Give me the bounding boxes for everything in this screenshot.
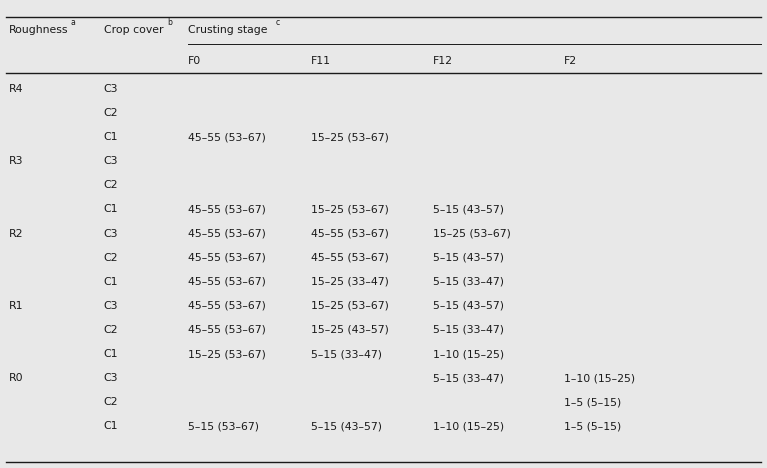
- Text: C1: C1: [104, 349, 118, 359]
- Text: 15–25 (43–57): 15–25 (43–57): [311, 325, 389, 335]
- Text: 5–15 (43–57): 5–15 (43–57): [433, 253, 505, 263]
- Text: 5–15 (33–47): 5–15 (33–47): [311, 349, 382, 359]
- Text: C3: C3: [104, 84, 118, 94]
- Text: a: a: [71, 18, 75, 28]
- Text: 5–15 (33–47): 5–15 (33–47): [433, 325, 505, 335]
- Text: R1: R1: [9, 301, 24, 311]
- Text: 15–25 (53–67): 15–25 (53–67): [433, 228, 512, 239]
- Text: C3: C3: [104, 156, 118, 166]
- Text: C1: C1: [104, 277, 118, 287]
- Text: 45–55 (53–67): 45–55 (53–67): [188, 325, 266, 335]
- Text: Roughness: Roughness: [9, 25, 69, 36]
- Text: C1: C1: [104, 205, 118, 214]
- Text: 1–10 (15–25): 1–10 (15–25): [433, 349, 505, 359]
- Text: 1–10 (15–25): 1–10 (15–25): [433, 421, 505, 431]
- Text: C2: C2: [104, 108, 118, 118]
- Text: R4: R4: [9, 84, 24, 94]
- Text: 45–55 (53–67): 45–55 (53–67): [188, 277, 266, 287]
- Text: C2: C2: [104, 253, 118, 263]
- Text: C1: C1: [104, 421, 118, 431]
- Text: 5–15 (33–47): 5–15 (33–47): [433, 277, 505, 287]
- Text: 1–10 (15–25): 1–10 (15–25): [564, 373, 635, 383]
- Text: 15–25 (53–67): 15–25 (53–67): [311, 205, 389, 214]
- Text: 45–55 (53–67): 45–55 (53–67): [188, 132, 266, 142]
- Text: b: b: [167, 18, 172, 28]
- Text: 15–25 (53–67): 15–25 (53–67): [311, 132, 389, 142]
- Text: 1–5 (5–15): 1–5 (5–15): [564, 397, 621, 407]
- Text: F11: F11: [311, 56, 331, 66]
- Text: 45–55 (53–67): 45–55 (53–67): [188, 301, 266, 311]
- Text: C3: C3: [104, 228, 118, 239]
- Text: 45–55 (53–67): 45–55 (53–67): [311, 228, 389, 239]
- Text: C2: C2: [104, 180, 118, 190]
- Text: R2: R2: [9, 228, 24, 239]
- Text: 45–55 (53–67): 45–55 (53–67): [188, 253, 266, 263]
- Text: 5–15 (43–57): 5–15 (43–57): [433, 205, 505, 214]
- Text: 45–55 (53–67): 45–55 (53–67): [311, 253, 389, 263]
- Text: C2: C2: [104, 397, 118, 407]
- Text: 5–15 (33–47): 5–15 (33–47): [433, 373, 505, 383]
- Text: Crop cover: Crop cover: [104, 25, 163, 36]
- Text: 45–55 (53–67): 45–55 (53–67): [188, 205, 266, 214]
- Text: 15–25 (53–67): 15–25 (53–67): [188, 349, 266, 359]
- Text: C2: C2: [104, 325, 118, 335]
- Text: C1: C1: [104, 132, 118, 142]
- Text: 5–15 (43–57): 5–15 (43–57): [433, 301, 505, 311]
- Text: C3: C3: [104, 301, 118, 311]
- Text: R3: R3: [9, 156, 24, 166]
- Text: F2: F2: [564, 56, 577, 66]
- Text: F12: F12: [433, 56, 453, 66]
- Text: 15–25 (33–47): 15–25 (33–47): [311, 277, 389, 287]
- Text: Crusting stage: Crusting stage: [188, 25, 268, 36]
- Text: 5–15 (43–57): 5–15 (43–57): [311, 421, 382, 431]
- Text: R0: R0: [9, 373, 24, 383]
- Text: c: c: [276, 18, 281, 28]
- Text: 1–5 (5–15): 1–5 (5–15): [564, 421, 621, 431]
- Text: 45–55 (53–67): 45–55 (53–67): [188, 228, 266, 239]
- Text: 5–15 (53–67): 5–15 (53–67): [188, 421, 259, 431]
- Text: F0: F0: [188, 56, 201, 66]
- Text: C3: C3: [104, 373, 118, 383]
- Text: 15–25 (53–67): 15–25 (53–67): [311, 301, 389, 311]
